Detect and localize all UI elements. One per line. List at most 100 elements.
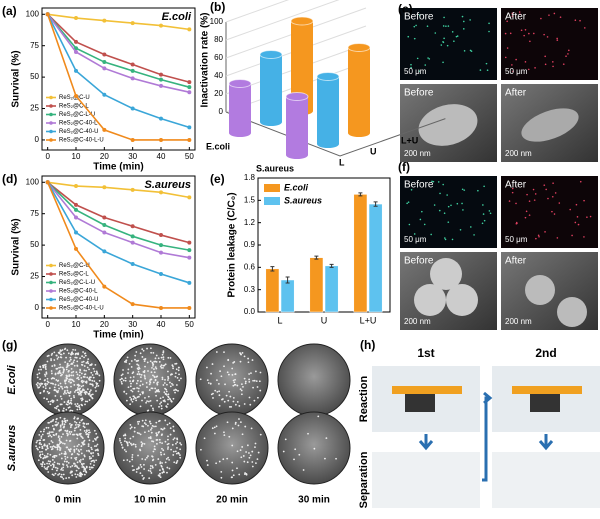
bar [348, 47, 370, 137]
colony [49, 434, 52, 437]
colony [89, 462, 92, 465]
colony [58, 443, 60, 446]
colony [238, 405, 241, 407]
colony [259, 433, 262, 436]
colony [40, 368, 42, 371]
label: After [505, 256, 527, 267]
colony [158, 430, 160, 433]
colony [95, 437, 98, 439]
colony [58, 366, 61, 369]
colony [122, 369, 124, 371]
colony [250, 372, 252, 375]
colony [151, 366, 153, 369]
colony [130, 382, 132, 385]
colony [65, 368, 68, 371]
colony [124, 377, 127, 380]
colony [159, 472, 161, 475]
colony [43, 466, 46, 468]
colony [52, 455, 54, 458]
dot [583, 27, 586, 29]
colony [178, 373, 180, 376]
point [187, 85, 192, 90]
colony [35, 383, 38, 386]
dot [575, 203, 578, 206]
colony [169, 381, 171, 384]
colony [80, 376, 83, 379]
colony [94, 386, 97, 389]
colony [70, 353, 72, 356]
y-tick-label: 75 [30, 209, 39, 218]
colony [37, 386, 40, 389]
colony [83, 369, 86, 372]
plot-frame [41, 175, 196, 319]
colony [200, 448, 202, 451]
colony [62, 477, 65, 480]
colony [46, 468, 48, 471]
dot [461, 202, 463, 205]
colony [236, 467, 238, 470]
colony [41, 447, 44, 449]
colony [215, 425, 218, 428]
colony [65, 477, 68, 479]
dot [424, 64, 427, 66]
colony [92, 376, 95, 379]
colony [59, 382, 62, 385]
panel-label: (f) [398, 160, 410, 174]
colony [165, 405, 168, 408]
dot [463, 50, 466, 52]
colony [89, 376, 92, 379]
colony [169, 357, 172, 359]
colony [162, 356, 165, 359]
colony [41, 450, 43, 453]
colony [70, 431, 73, 433]
dot [589, 215, 592, 218]
colony [55, 417, 58, 420]
colony [136, 431, 139, 434]
colony [75, 405, 78, 407]
colony [49, 460, 52, 463]
colony [95, 459, 98, 462]
colony [132, 376, 135, 378]
colony [48, 431, 51, 433]
colony [232, 384, 235, 387]
colony [158, 405, 160, 408]
colony [53, 389, 56, 391]
bar [280, 279, 295, 313]
colony [148, 380, 151, 383]
colony [177, 451, 180, 454]
colony [41, 465, 44, 468]
colony [63, 401, 66, 403]
colony [129, 427, 132, 430]
label: Before [404, 88, 434, 99]
colony [167, 379, 169, 381]
colony [172, 438, 175, 441]
colony [155, 421, 158, 424]
arrow [418, 434, 434, 451]
colony [143, 463, 145, 466]
colony [150, 431, 153, 434]
colony [72, 370, 75, 373]
colony [156, 383, 159, 386]
error-bar [329, 263, 334, 268]
colony [146, 361, 149, 364]
colony [76, 403, 79, 405]
plot-frame [41, 7, 196, 151]
colony [65, 356, 67, 359]
colony [90, 452, 92, 455]
colony [91, 379, 94, 382]
colony [78, 406, 81, 409]
colony [163, 471, 165, 474]
colony [119, 439, 121, 442]
colony [88, 368, 90, 371]
colony [179, 448, 182, 451]
colony [77, 423, 80, 426]
colony [167, 438, 169, 441]
colony [56, 357, 59, 360]
point [187, 125, 192, 130]
dot [534, 193, 537, 195]
point [130, 224, 135, 229]
colony [72, 361, 75, 364]
colony [148, 420, 151, 423]
colony [92, 452, 95, 454]
dot [583, 199, 585, 202]
